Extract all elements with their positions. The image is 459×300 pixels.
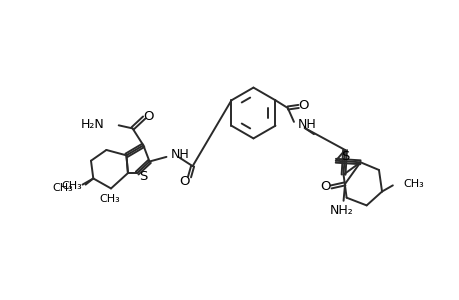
- Text: O: O: [298, 99, 308, 112]
- Text: CH₃: CH₃: [62, 181, 82, 191]
- Text: O: O: [143, 110, 154, 123]
- Text: O: O: [179, 175, 189, 188]
- Text: S: S: [340, 150, 348, 163]
- Text: NH: NH: [171, 148, 190, 161]
- Text: NH₂: NH₂: [330, 203, 353, 217]
- Text: H₂N: H₂N: [81, 118, 105, 131]
- Text: CH₃: CH₃: [99, 194, 120, 204]
- Text: NH: NH: [297, 118, 316, 131]
- Text: O: O: [320, 180, 330, 193]
- Text: CH₃: CH₃: [403, 179, 424, 189]
- Text: CH₃: CH₃: [52, 183, 73, 193]
- Text: S: S: [139, 169, 147, 183]
